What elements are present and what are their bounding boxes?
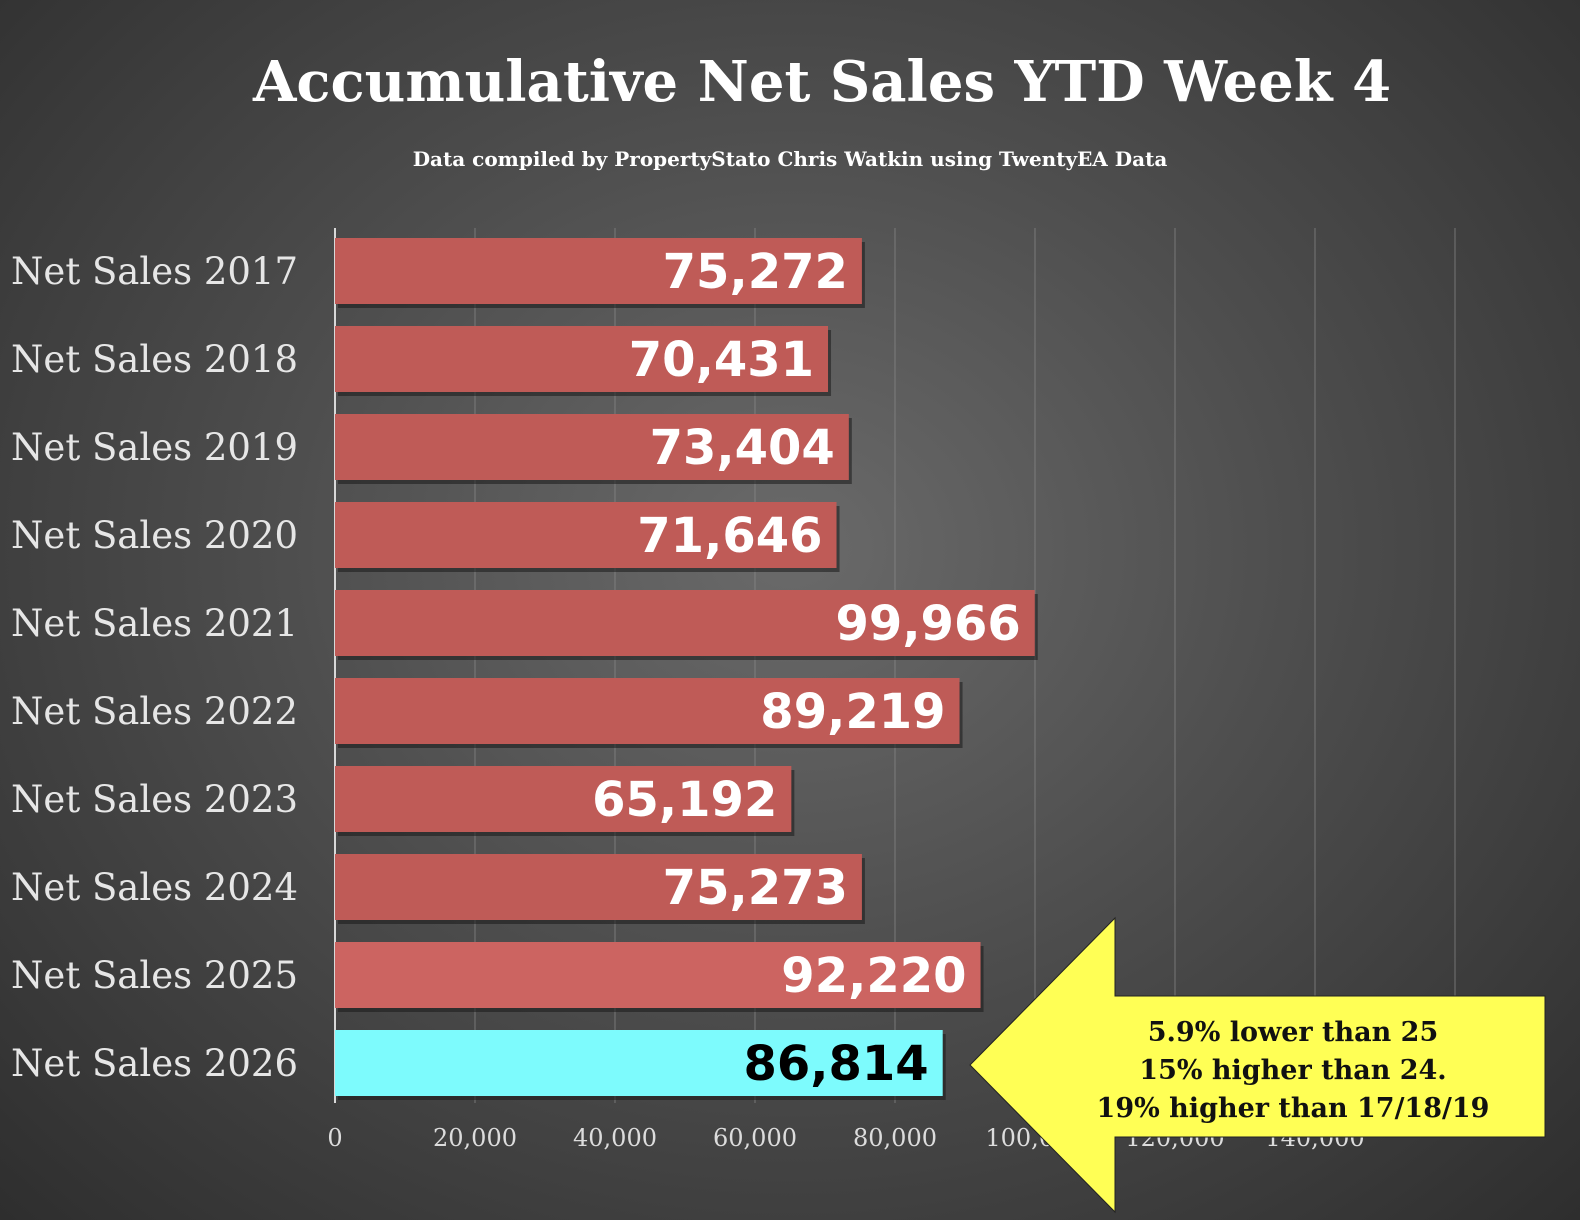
category-label-2: Net Sales 2019	[11, 426, 298, 469]
callout-arrow-shape	[969, 916, 1546, 1214]
callout-line-1: 5.9% lower than 25	[1148, 1017, 1439, 1048]
bar-7	[335, 854, 862, 920]
data-label-1: 70,431	[629, 332, 814, 388]
bar-3	[335, 502, 837, 568]
data-label-3: 71,646	[637, 508, 822, 564]
callout-arrow: 5.9% lower than 25 15% higher than 24. 1…	[969, 916, 1546, 1214]
category-label-1: Net Sales 2018	[11, 338, 298, 381]
category-label-7: Net Sales 2024	[11, 866, 298, 909]
x-tick-label-0: 0	[327, 1124, 342, 1152]
category-label-6: Net Sales 2023	[11, 778, 298, 821]
data-label-4: 99,966	[836, 596, 1021, 652]
x-tick-label-4: 80,000	[853, 1124, 937, 1152]
bars: 75,272 Net Sales 2017 70,431 Net Sales 2018…	[11, 238, 1038, 1100]
data-label-6: 65,192	[592, 772, 777, 828]
bar-6	[335, 766, 792, 832]
bar-9	[335, 1030, 943, 1096]
data-label-2: 73,404	[650, 420, 835, 476]
category-label-3: Net Sales 2020	[11, 514, 298, 557]
category-label-9: Net Sales 2026	[11, 1042, 298, 1085]
bar-2	[335, 414, 849, 480]
bar-0	[335, 238, 862, 304]
x-tick-label-2: 40,000	[573, 1124, 657, 1152]
callout-line-3: 19% higher than 17/18/19	[1097, 1093, 1490, 1124]
category-label-0: Net Sales 2017	[11, 250, 298, 293]
data-label-7: 75,273	[663, 860, 848, 916]
category-label-4: Net Sales 2021	[11, 602, 298, 645]
chart-subtitle: Data compiled by PropertyStato Chris Wat…	[413, 147, 1168, 171]
bar-5	[335, 678, 960, 744]
category-label-5: Net Sales 2022	[11, 690, 298, 733]
x-tick-label-3: 60,000	[713, 1124, 797, 1152]
chart-title: Accumulative Net Sales YTD Week 4	[252, 49, 1391, 115]
data-label-9: 86,814	[743, 1036, 928, 1092]
data-label-5: 89,219	[760, 684, 945, 740]
bar-4	[335, 590, 1035, 656]
category-label-8: Net Sales 2025	[11, 954, 298, 997]
bar-1	[335, 326, 829, 392]
x-tick-label-1: 20,000	[433, 1124, 517, 1152]
callout-line-2: 15% higher than 24.	[1139, 1055, 1446, 1086]
bar-8	[335, 942, 981, 1008]
data-label-0: 75,272	[663, 244, 848, 300]
data-label-8: 92,220	[781, 948, 966, 1004]
